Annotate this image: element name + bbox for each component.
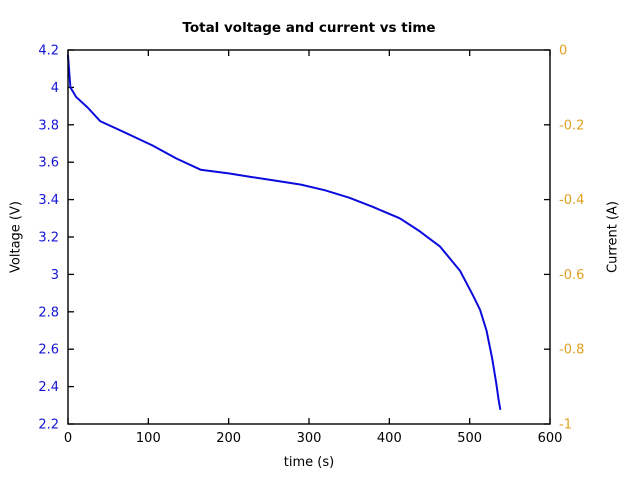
x-tick-label: 500: [457, 431, 482, 446]
x-tick-label: 100: [136, 431, 161, 446]
y-left-tick-label: 3.2: [38, 231, 59, 246]
y-right-tick-label: -0.4: [559, 193, 584, 208]
voltage-curve: [67, 54, 502, 410]
y-right-tick-label: -0.6: [559, 268, 584, 283]
y-left-tick-label: 4: [51, 81, 59, 96]
y-left-tick-label: 3.4: [38, 193, 59, 208]
y-left-axis-label: Voltage (V): [8, 201, 24, 273]
y-left-tick-label: 2.2: [38, 418, 59, 433]
y-right-axis-label: Current (A): [605, 201, 621, 273]
x-tick-label: 300: [297, 431, 322, 446]
y-left-tick-label: 3: [51, 268, 59, 283]
y-left-tick-label: 2.6: [38, 343, 59, 358]
y-right-tick-label: 0: [559, 44, 567, 59]
y-right-tick-label: -0.8: [559, 343, 584, 358]
y-right-tick-label: -0.2: [559, 118, 584, 133]
x-tick-label: 400: [377, 431, 402, 446]
x-tick-label: 0: [64, 431, 72, 446]
y-left-tick-label: 3.8: [38, 118, 59, 133]
y-left-tick-label: 3.6: [38, 156, 59, 171]
y-left-tick-label: 2.8: [38, 305, 59, 320]
y-left-tick-label: 4.2: [38, 44, 59, 59]
y-right-tick-label: -1: [559, 418, 572, 433]
x-tick-label: 600: [538, 431, 563, 446]
plot-border: [67, 49, 551, 425]
chart-title: Total voltage and current vs time: [182, 20, 436, 36]
y-left-tick-label: 2.4: [38, 380, 59, 395]
x-tick-label: 200: [216, 431, 241, 446]
x-axis-label: time (s): [283, 455, 335, 470]
